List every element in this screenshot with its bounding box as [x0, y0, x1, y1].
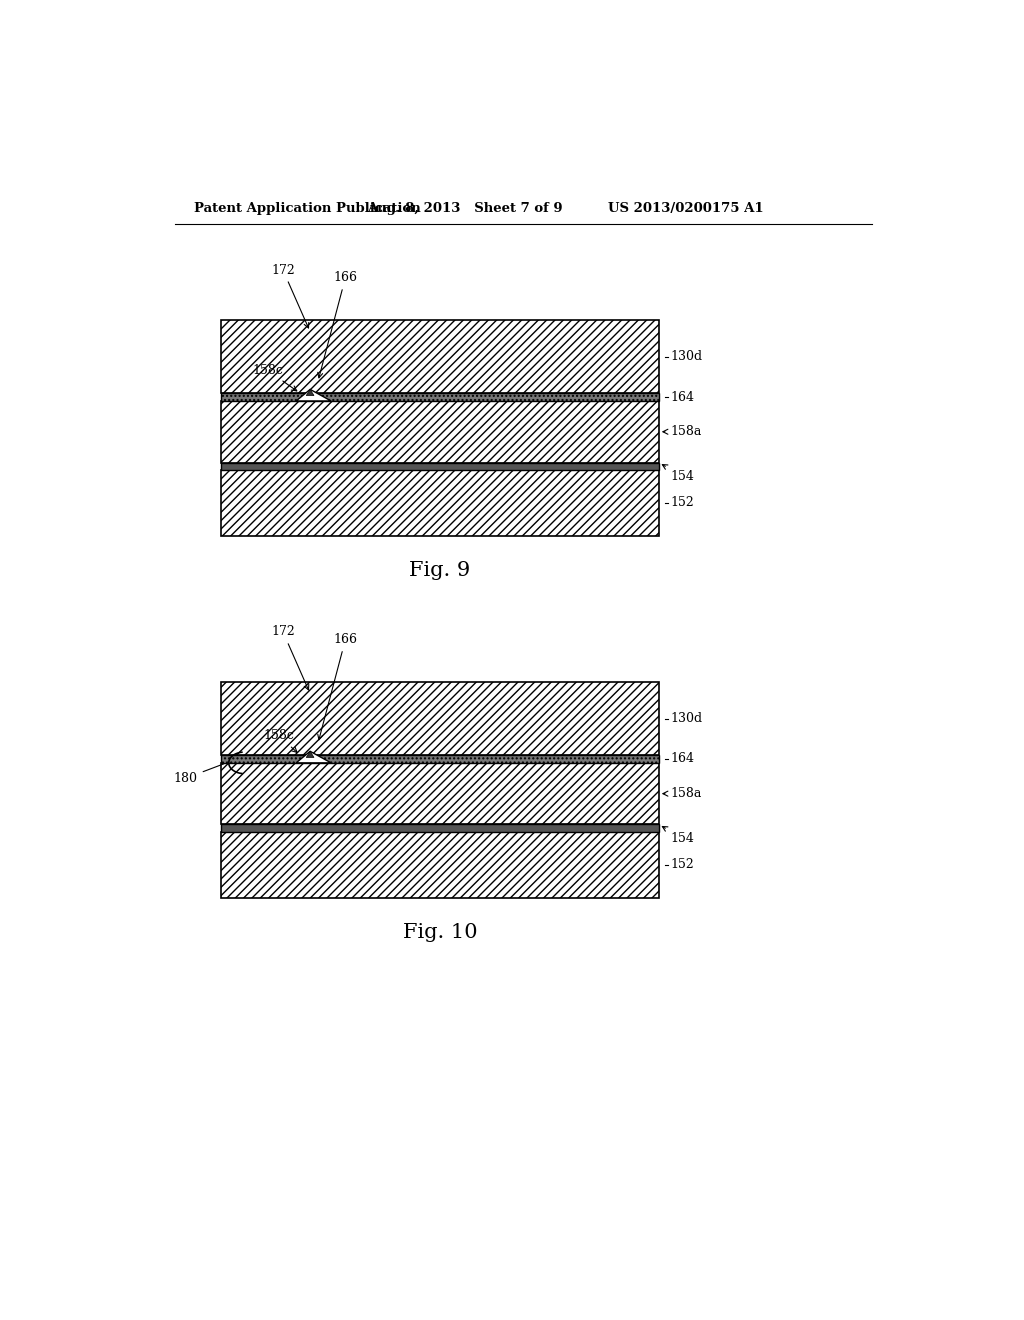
Bar — [221, 755, 658, 763]
Text: 166: 166 — [317, 634, 357, 739]
Text: 172: 172 — [271, 264, 309, 327]
Text: 166: 166 — [317, 271, 357, 378]
Text: Patent Application Publication: Patent Application Publication — [194, 202, 421, 215]
Text: 164: 164 — [671, 752, 694, 766]
Text: 164: 164 — [671, 391, 694, 404]
Text: 152: 152 — [671, 496, 694, 510]
Polygon shape — [306, 751, 314, 758]
Text: 158a: 158a — [663, 425, 701, 438]
Text: 154: 154 — [663, 465, 694, 483]
Text: Aug. 8, 2013   Sheet 7 of 9: Aug. 8, 2013 Sheet 7 of 9 — [368, 202, 563, 215]
Text: 180: 180 — [174, 764, 224, 785]
Text: 154: 154 — [663, 826, 694, 845]
Bar — [221, 393, 658, 401]
Text: 152: 152 — [671, 858, 694, 871]
Polygon shape — [296, 389, 331, 401]
Bar — [221, 832, 658, 898]
Text: 158c: 158c — [252, 363, 297, 391]
Text: 130d: 130d — [671, 711, 702, 725]
Bar — [221, 825, 658, 832]
Text: Fig. 10: Fig. 10 — [402, 923, 477, 941]
Text: 130d: 130d — [671, 350, 702, 363]
Bar — [221, 763, 658, 825]
Polygon shape — [296, 751, 331, 763]
Text: Fig. 9: Fig. 9 — [410, 561, 471, 579]
Text: US 2013/0200175 A1: US 2013/0200175 A1 — [608, 202, 764, 215]
Polygon shape — [306, 389, 314, 396]
Text: 172: 172 — [271, 626, 309, 690]
Bar — [221, 470, 658, 536]
Text: 158c: 158c — [264, 730, 297, 752]
Bar — [221, 321, 658, 393]
Text: 158a: 158a — [663, 787, 701, 800]
Bar — [221, 462, 658, 470]
Bar — [221, 401, 658, 462]
Bar — [221, 682, 658, 755]
